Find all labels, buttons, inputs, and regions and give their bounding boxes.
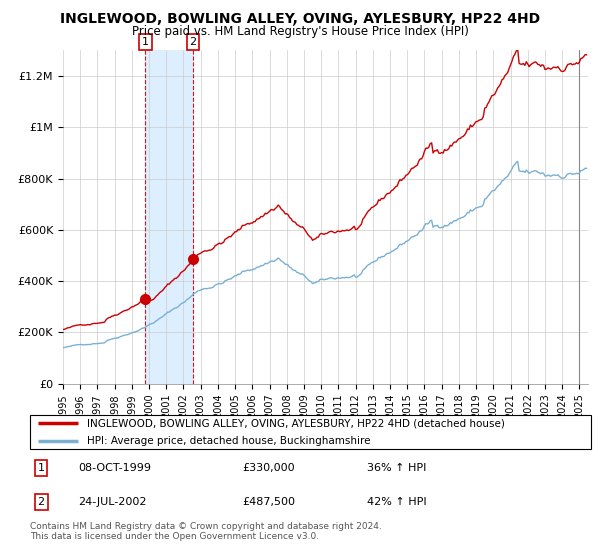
Text: 24-JUL-2002: 24-JUL-2002	[78, 497, 146, 507]
Text: HPI: Average price, detached house, Buckinghamshire: HPI: Average price, detached house, Buck…	[86, 436, 370, 446]
Text: 36% ↑ HPI: 36% ↑ HPI	[367, 463, 427, 473]
Text: Contains HM Land Registry data © Crown copyright and database right 2024.
This d: Contains HM Land Registry data © Crown c…	[30, 522, 382, 542]
Text: 1: 1	[38, 463, 44, 473]
FancyBboxPatch shape	[30, 414, 591, 449]
Text: INGLEWOOD, BOWLING ALLEY, OVING, AYLESBURY, HP22 4HD: INGLEWOOD, BOWLING ALLEY, OVING, AYLESBU…	[60, 12, 540, 26]
Bar	[145, 50, 193, 384]
Text: Price paid vs. HM Land Registry's House Price Index (HPI): Price paid vs. HM Land Registry's House …	[131, 25, 469, 38]
Text: 42% ↑ HPI: 42% ↑ HPI	[367, 497, 427, 507]
Text: 2: 2	[38, 497, 45, 507]
Text: £330,000: £330,000	[242, 463, 295, 473]
Text: 08-OCT-1999: 08-OCT-1999	[78, 463, 151, 473]
Text: INGLEWOOD, BOWLING ALLEY, OVING, AYLESBURY, HP22 4HD (detached house): INGLEWOOD, BOWLING ALLEY, OVING, AYLESBU…	[86, 418, 505, 428]
Bar	[580, 50, 588, 384]
Text: 1: 1	[142, 37, 149, 47]
Text: 2: 2	[190, 37, 197, 47]
Text: £487,500: £487,500	[242, 497, 295, 507]
